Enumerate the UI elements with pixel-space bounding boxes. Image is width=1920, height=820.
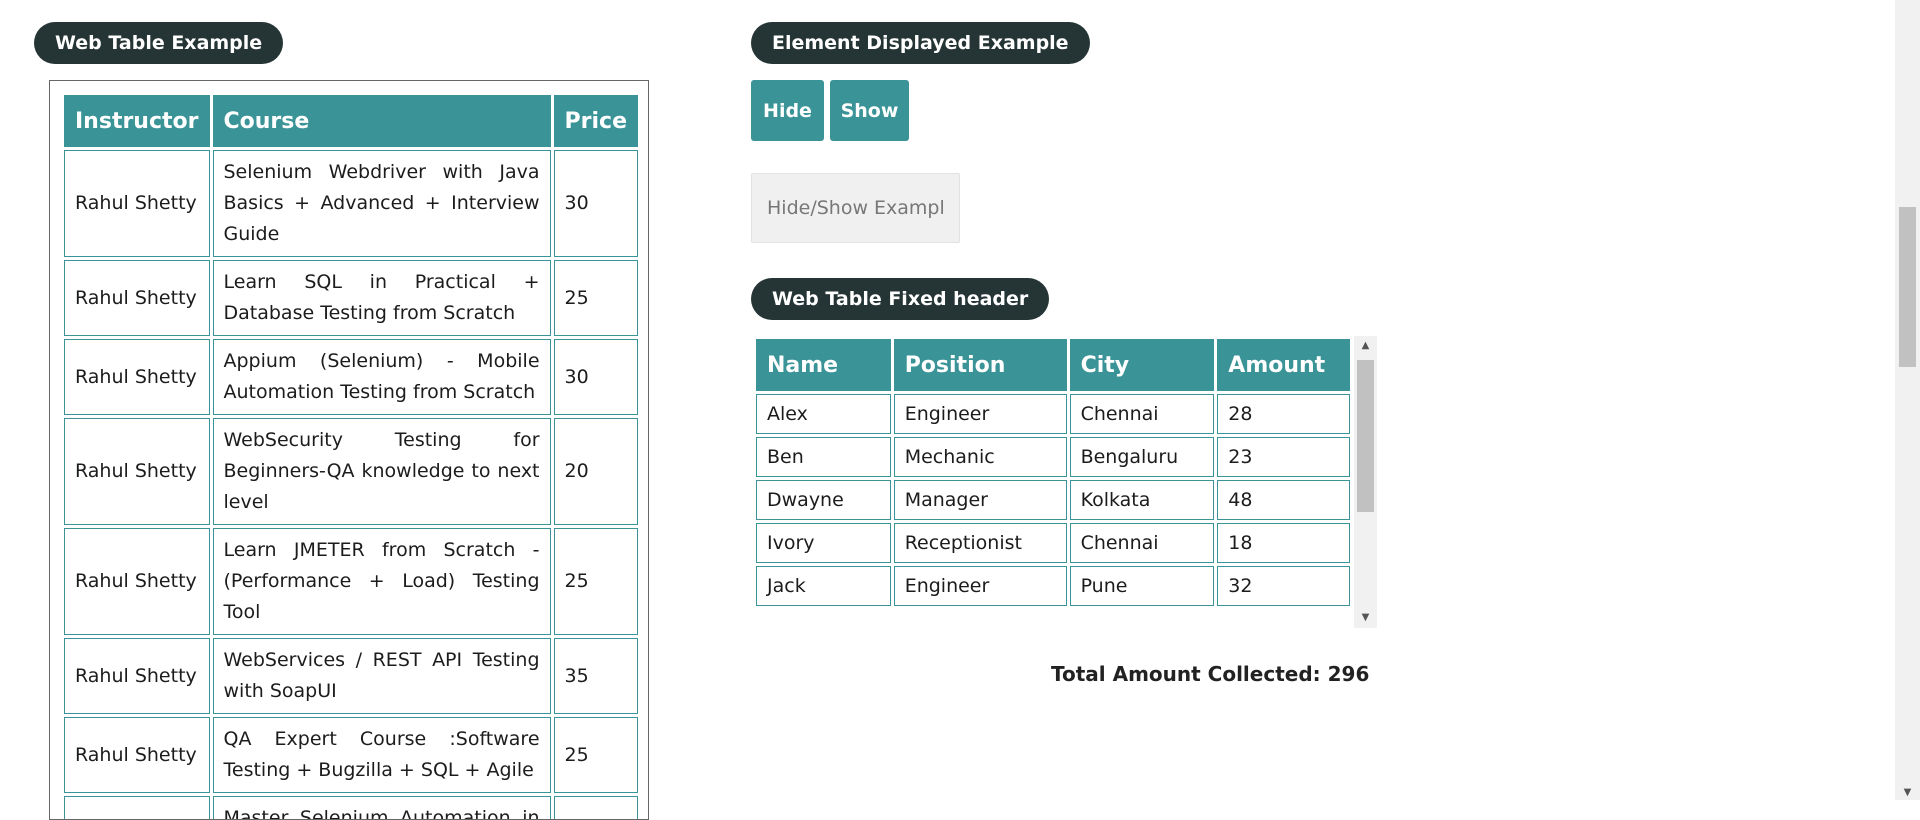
price-cell: 30: [553, 150, 638, 257]
hide-button[interactable]: Hide: [751, 80, 824, 141]
city-cell: Chennai: [1069, 394, 1215, 434]
amount-cell: 32: [1217, 566, 1350, 606]
page-scrollbar[interactable]: ▼: [1895, 0, 1920, 800]
table-row: Rahul Shetty Appium (Selenium) - Mobile …: [64, 339, 638, 415]
instructor-cell: Rahul Shetty: [64, 339, 210, 415]
header-amount: Amount: [1217, 339, 1350, 391]
table-row: Ivory Receptionist Chennai 18: [756, 523, 1350, 563]
instructor-cell: Rahul Shetty: [64, 150, 210, 257]
web-table-frame: Instructor Course Price Rahul Shetty Sel…: [49, 80, 649, 820]
header-price: Price: [553, 95, 638, 147]
price-cell: 35: [553, 638, 638, 714]
position-cell: Engineer: [893, 394, 1067, 434]
course-cell: WebServices / REST API Testing with Soap…: [212, 638, 551, 714]
table-row: Dwayne Manager Kolkata 48: [756, 480, 1350, 520]
city-cell: Pune: [1069, 566, 1215, 606]
scroll-up-icon[interactable]: ▲: [1361, 340, 1370, 351]
table-row: Rahul Shetty QA Expert Course :Software …: [64, 717, 638, 793]
instructor-cell: Rahul Shetty: [64, 528, 210, 635]
city-cell: Bengaluru: [1069, 437, 1215, 477]
fixed-header-table-frame[interactable]: Name Position City Amount Alex Engineer …: [753, 336, 1377, 628]
price-cell: 25: [553, 528, 638, 635]
fixed-header-title: Web Table Fixed header: [751, 278, 1050, 320]
amount-cell: 48: [1217, 480, 1350, 520]
course-cell: Learn JMETER from Scratch - (Performance…: [212, 528, 551, 635]
name-cell: Alex: [756, 394, 891, 434]
page-scroll-down-icon[interactable]: ▼: [1903, 787, 1912, 798]
table-row: Rahul Shetty WebSecurity Testing for Beg…: [64, 418, 638, 525]
price-cell: 25: [553, 717, 638, 793]
table-row: Rahul Shetty Learn JMETER from Scratch -…: [64, 528, 638, 635]
page-scrollbar-thumb[interactable]: [1899, 207, 1916, 367]
header-city: City: [1069, 339, 1215, 391]
web-table-title: Web Table Example: [34, 22, 284, 64]
name-cell: Jack: [756, 566, 891, 606]
instructor-cell: Rahul Shetty: [64, 260, 210, 336]
courses-table: Instructor Course Price Rahul Shetty Sel…: [61, 92, 641, 819]
element-displayed-title: Element Displayed Example: [751, 22, 1090, 64]
total-amount-text: Total Amount Collected: 296: [1051, 662, 1370, 686]
price-cell: 25: [553, 260, 638, 336]
price-cell: 20: [553, 418, 638, 525]
hide-show-input[interactable]: [751, 173, 960, 243]
courses-header-row: Instructor Course Price: [64, 95, 638, 147]
amount-cell: 18: [1217, 523, 1350, 563]
table-scrollbar[interactable]: ▲ ▼: [1354, 336, 1377, 628]
name-cell: Ben: [756, 437, 891, 477]
city-cell: Chennai: [1069, 523, 1215, 563]
table-row: Jack Engineer Pune 32: [756, 566, 1350, 606]
course-cell: WebSecurity Testing for Beginners-QA kno…: [212, 418, 551, 525]
fixed-header-table: Name Position City Amount Alex Engineer …: [753, 336, 1353, 609]
position-cell: Receptionist: [893, 523, 1067, 563]
table-row: Rahul Shetty WebServices / REST API Test…: [64, 638, 638, 714]
course-cell: Learn SQL in Practical + Database Testin…: [212, 260, 551, 336]
course-cell: QA Expert Course :Software Testing + Bug…: [212, 717, 551, 793]
scroll-down-icon[interactable]: ▼: [1361, 612, 1370, 623]
amount-cell: 23: [1217, 437, 1350, 477]
instructor-cell: Rahul Shetty: [64, 717, 210, 793]
price-cell: 30: [553, 339, 638, 415]
course-cell: Selenium Webdriver with Java Basics + Ad…: [212, 150, 551, 257]
position-cell: Manager: [893, 480, 1067, 520]
table-row: Alex Engineer Chennai 28: [756, 394, 1350, 434]
city-cell: Kolkata: [1069, 480, 1215, 520]
header-name: Name: [756, 339, 891, 391]
position-cell: Engineer: [893, 566, 1067, 606]
table-row: Rahul Shetty Selenium Webdriver with Jav…: [64, 150, 638, 257]
table-row: Rahul Shetty Learn SQL in Practical + Da…: [64, 260, 638, 336]
instructor-cell: Rahul Shetty: [64, 638, 210, 714]
instructor-cell: Rahul Shetty: [64, 418, 210, 525]
header-position: Position: [893, 339, 1067, 391]
table-scrollbar-thumb[interactable]: [1357, 360, 1374, 512]
course-cell: Appium (Selenium) - Mobile Automation Te…: [212, 339, 551, 415]
name-cell: Dwayne: [756, 480, 891, 520]
header-course: Course: [212, 95, 551, 147]
amount-cell: 28: [1217, 394, 1350, 434]
table-row: Ben Mechanic Bengaluru 23: [756, 437, 1350, 477]
fixed-header-row: Name Position City Amount: [756, 339, 1350, 391]
show-button[interactable]: Show: [830, 80, 909, 141]
header-instructor: Instructor: [64, 95, 210, 147]
name-cell: Ivory: [756, 523, 891, 563]
position-cell: Mechanic: [893, 437, 1067, 477]
